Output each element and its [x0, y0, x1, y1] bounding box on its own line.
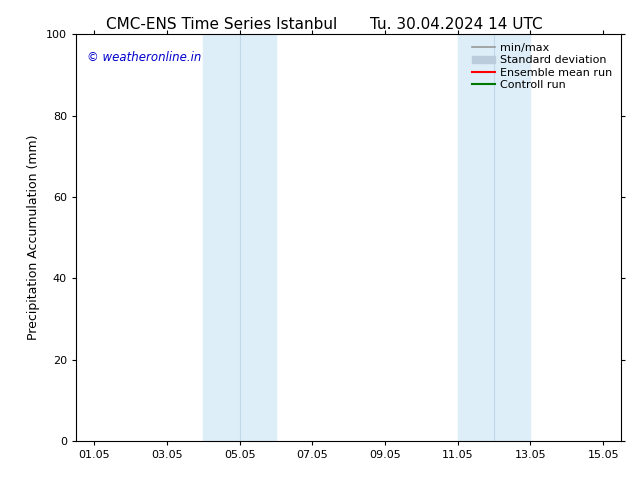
Text: Tu. 30.04.2024 14 UTC: Tu. 30.04.2024 14 UTC: [370, 17, 543, 32]
Legend: min/max, Standard deviation, Ensemble mean run, Controll run: min/max, Standard deviation, Ensemble me…: [469, 40, 616, 93]
Text: © weatheronline.in: © weatheronline.in: [87, 50, 202, 64]
Bar: [458, 34, 531, 441]
Text: CMC-ENS Time Series Istanbul: CMC-ENS Time Series Istanbul: [107, 17, 337, 32]
Bar: [204, 34, 276, 441]
Y-axis label: Precipitation Accumulation (mm): Precipitation Accumulation (mm): [27, 135, 41, 341]
